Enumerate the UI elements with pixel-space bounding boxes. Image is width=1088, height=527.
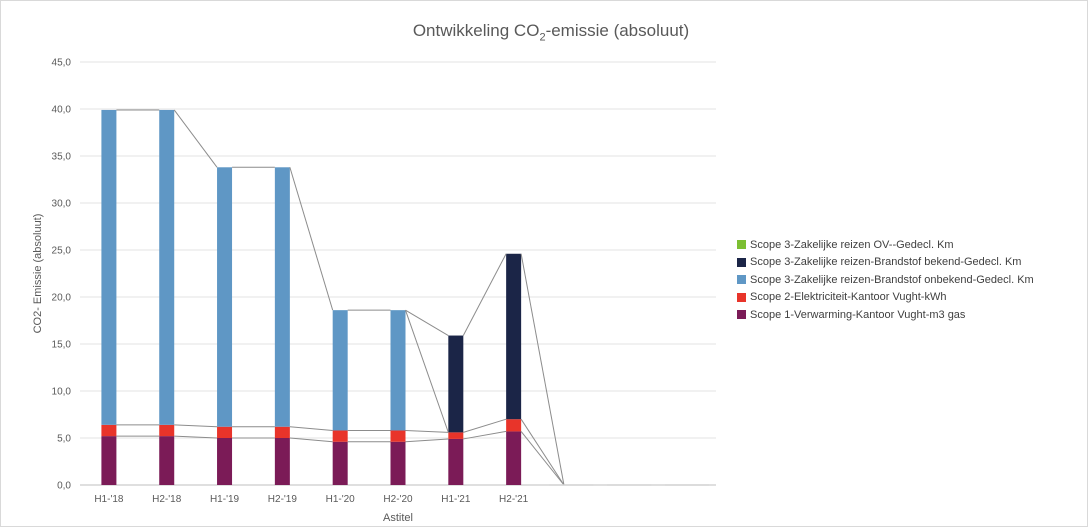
bar-segment <box>332 430 348 442</box>
legend-swatch <box>737 257 746 267</box>
y-tick-label: 25,0 <box>52 246 72 257</box>
series-line <box>174 435 218 439</box>
x-tick-label: H1-'21 <box>441 494 471 505</box>
x-axis-title: Astitel <box>383 512 413 524</box>
y-tick-label: 15,0 <box>52 340 72 351</box>
series-line <box>520 253 565 486</box>
y-tick-label: 45,0 <box>52 58 72 69</box>
series-line <box>463 418 507 433</box>
series-line <box>405 438 449 443</box>
bar-segment <box>217 426 233 438</box>
x-tick-label: H2-'20 <box>383 494 413 505</box>
y-tick-label: 10,0 <box>52 387 72 398</box>
bar-segment <box>332 441 348 485</box>
legend-label: Scope 3-Zakelijke reizen-Brandstof beken… <box>750 256 1022 269</box>
series-line <box>289 167 334 311</box>
x-tick-label: H2-'19 <box>268 494 298 505</box>
bar-segment <box>217 438 233 485</box>
legend-label: Scope 1-Verwarming-Kantoor Vught-m3 gas <box>750 308 966 321</box>
y-tick-label: 30,0 <box>52 199 72 210</box>
bar-segment <box>274 167 290 427</box>
x-tick-label: H2-'21 <box>499 494 529 505</box>
series-line <box>174 424 218 428</box>
y-tick-label: 20,0 <box>52 293 72 304</box>
bar-segment <box>332 310 348 431</box>
series-line <box>289 426 333 431</box>
bar-segment <box>390 441 406 485</box>
y-tick-label: 35,0 <box>52 152 72 163</box>
legend-item: Scope 3-Zakelijke reizen-Brandstof beken… <box>737 254 1034 272</box>
bar-segment <box>101 109 117 425</box>
y-tick-label: 5,0 <box>57 434 71 445</box>
chart-title: Ontwikkeling CO2-emissie (absoluut) <box>412 21 690 44</box>
series-line <box>405 309 449 433</box>
bar-segment <box>390 310 406 431</box>
series-line <box>520 431 565 486</box>
legend-label: Scope 3-Zakelijke reizen OV--Gedecl. Km <box>750 238 954 251</box>
legend-item: Scope 3-Zakelijke reizen OV--Gedecl. Km <box>737 236 1034 254</box>
bar-segment <box>217 167 233 427</box>
y-tick-label: 40,0 <box>52 105 72 116</box>
legend-swatch <box>737 310 746 320</box>
bar-segment <box>274 426 290 438</box>
bar-segment <box>101 424 117 437</box>
bar-segment <box>101 436 117 485</box>
x-tick-label: H2-'18 <box>152 494 182 505</box>
bar-segment <box>448 432 464 439</box>
legend-swatch <box>737 240 746 250</box>
series-line <box>463 430 507 440</box>
legend-swatch <box>737 275 746 285</box>
series-line <box>462 253 507 336</box>
x-tick-label: H1-'20 <box>326 494 356 505</box>
bar-segment <box>274 438 290 485</box>
legend-label: Scope 3-Zakelijke reizen-Brandstof onbek… <box>750 273 1034 286</box>
x-tick-label: H1-'18 <box>94 494 124 505</box>
bar-segment <box>390 430 406 442</box>
series-line <box>173 109 218 168</box>
legend-item: Scope 1-Verwarming-Kantoor Vught-m3 gas <box>737 306 1034 324</box>
bar-segment <box>448 438 464 485</box>
legend-item: Scope 2-Elektriciteit-Kantoor Vught-kWh <box>737 289 1034 307</box>
series-line <box>405 429 449 433</box>
series-line <box>520 418 565 486</box>
legend-item: Scope 3-Zakelijke reizen-Brandstof onbek… <box>737 271 1034 289</box>
bar-segment <box>506 253 522 420</box>
x-tick-label: H1-'19 <box>210 494 240 505</box>
y-tick-label: 0,0 <box>57 481 71 492</box>
bar-segment <box>506 419 522 432</box>
legend-swatch <box>737 292 746 302</box>
legend: Scope 3-Zakelijke reizen OV--Gedecl. Km S… <box>737 236 1034 324</box>
y-axis-title: CO2- Emissie (absoluut) <box>32 214 44 334</box>
series-line <box>289 437 333 443</box>
legend-label: Scope 2-Elektriciteit-Kantoor Vught-kWh <box>750 291 947 304</box>
bar-segment <box>506 431 522 485</box>
bar-segment <box>159 436 175 485</box>
bar-segment <box>159 424 175 437</box>
bar-segment <box>159 109 175 425</box>
series-line <box>405 309 449 336</box>
bar-segment <box>448 335 464 433</box>
